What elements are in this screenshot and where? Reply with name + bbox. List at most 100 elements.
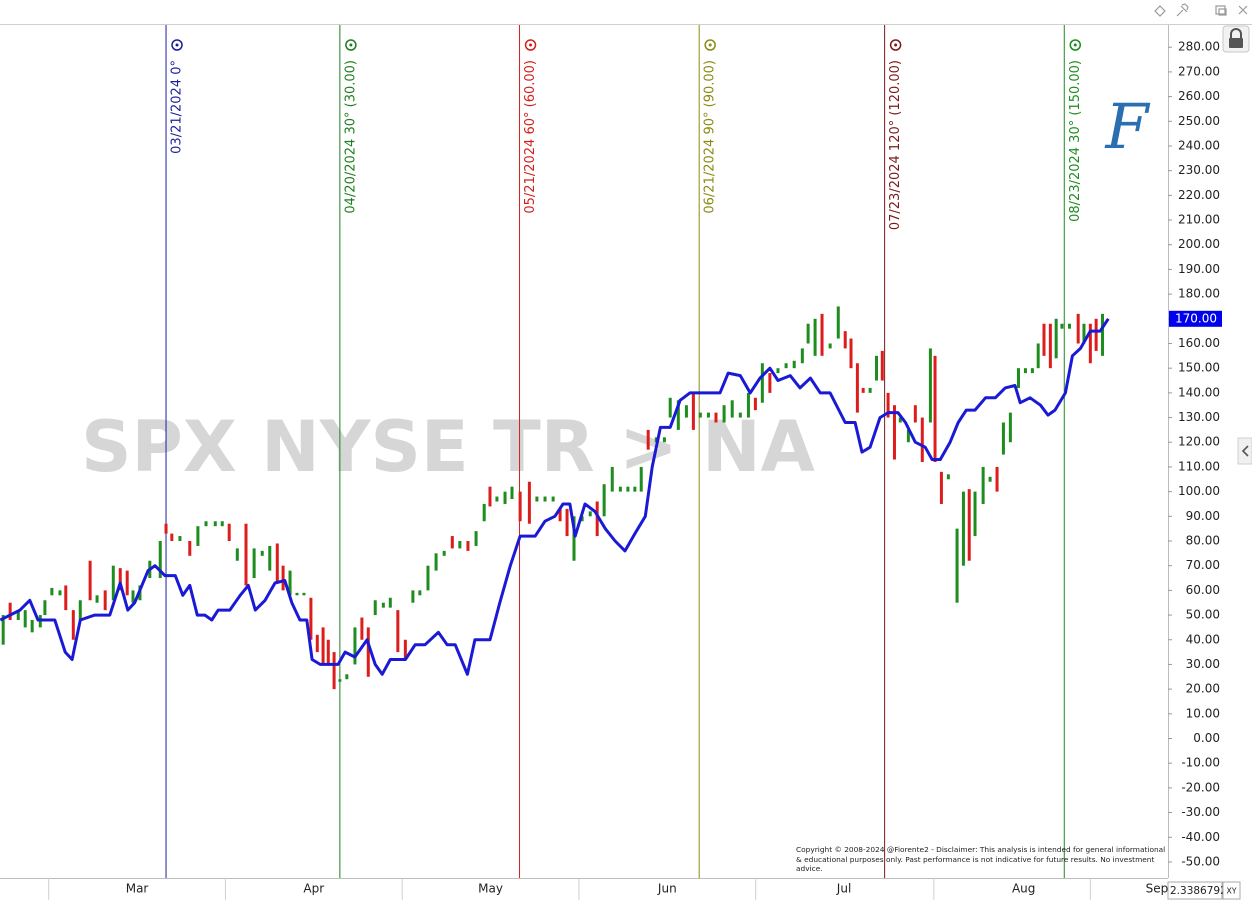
price-bar: [855, 363, 859, 413]
price-bar: [1088, 323, 1092, 364]
price-bar: [668, 397, 672, 418]
price-bar: [235, 548, 239, 561]
price-bar: [411, 590, 415, 603]
panel-toggle[interactable]: [1237, 437, 1252, 465]
plot-area: SPX NYSE TR > NA 03/21/2024 0° 04/20/2024…: [0, 25, 1110, 878]
lock-body: [1229, 38, 1243, 48]
price-bar: [633, 486, 637, 492]
price-bar: [1094, 318, 1098, 351]
price-bar: [849, 338, 853, 369]
price-bar: [892, 405, 896, 460]
price-bar: [691, 392, 695, 430]
cycle-marker: [704, 39, 716, 51]
cycle-label: 07/23/2024 120° (120.00): [888, 60, 903, 230]
y-tick-label: 200.00: [1178, 237, 1220, 251]
logo: F: [1104, 90, 1150, 163]
cycle-label: 04/20/2024 30° (30.00): [343, 60, 358, 214]
price-bar: [8, 602, 12, 621]
price-bar: [64, 585, 68, 611]
price-bar: [518, 491, 522, 522]
price-bar: [988, 476, 992, 482]
price-bar: [1016, 368, 1020, 388]
cycle-label: 06/21/2024 90° (90.00): [703, 60, 718, 214]
cycle-marker: [889, 39, 902, 51]
price-bar: [196, 526, 200, 546]
price-bar: [776, 368, 780, 374]
price-bar: [482, 503, 486, 522]
price-bar: [913, 405, 917, 423]
price-bar: [1001, 422, 1005, 455]
y-tick-label: 90.00: [1186, 509, 1220, 523]
copyright: Copyright © 2008-2024 @Fiorente2 - Discl…: [796, 845, 1166, 874]
y-tick-label: 250.00: [1178, 114, 1220, 128]
y-tick-label: 30.00: [1186, 657, 1220, 671]
price-bar: [861, 387, 865, 393]
y-tick-label: 110.00: [1178, 459, 1220, 473]
price-bar: [1048, 323, 1052, 369]
mode-box[interactable]: [1222, 881, 1241, 900]
cycle-marker-dot: [349, 43, 353, 47]
price-bar: [158, 540, 162, 579]
price-bar: [360, 617, 364, 640]
price-bar: [1042, 323, 1046, 356]
price-bar: [366, 627, 370, 677]
price-bar: [118, 568, 122, 591]
price-bar: [1060, 323, 1064, 329]
lock-button[interactable]: [1222, 25, 1250, 53]
price-bar: [722, 405, 726, 423]
price-bar: [434, 553, 438, 571]
price-bar: [381, 602, 385, 608]
price-bar: [170, 533, 174, 541]
x-tick-label: May: [478, 882, 503, 896]
price-bar: [227, 523, 231, 541]
price-bar: [1067, 323, 1071, 329]
price-bar: [551, 496, 555, 502]
price-bar: [784, 363, 788, 369]
price-bar: [595, 501, 599, 537]
toggle-box[interactable]: [1237, 437, 1252, 465]
y-tick-label: 210.00: [1178, 213, 1220, 227]
price-bar: [1054, 318, 1058, 359]
price-bar: [730, 400, 734, 418]
price-bar: [580, 516, 584, 522]
price-bar: [973, 491, 977, 537]
price-bar: [898, 417, 902, 423]
price-bar: [450, 536, 454, 549]
price-bar: [88, 560, 92, 601]
price-bar: [488, 486, 492, 507]
price-bar: [684, 405, 688, 418]
price-bar: [928, 348, 932, 423]
price-bar: [813, 318, 817, 356]
price-bar: [288, 570, 292, 596]
price-bar: [281, 565, 285, 591]
price-bar: [503, 491, 507, 504]
price-bar: [458, 540, 462, 549]
price-bar: [295, 592, 299, 596]
price-bar: [706, 412, 710, 418]
price-bar: [260, 550, 264, 556]
y-tick-label: 40.00: [1186, 632, 1220, 646]
cycle-marker: [524, 39, 537, 51]
readout-box[interactable]: [1167, 881, 1223, 900]
indicator-line: [0, 317, 1110, 676]
last-value-label: 170.00: [1175, 311, 1217, 325]
x-tick-label: Aug: [1012, 882, 1035, 896]
y-tick-label: 240.00: [1178, 138, 1220, 152]
price-bar: [639, 466, 643, 492]
x-tick-label: Sep: [1146, 882, 1169, 896]
price-bar: [961, 491, 965, 566]
y-tick-label: 0.00: [1193, 731, 1220, 745]
price-bar: [768, 373, 772, 393]
price-bar: [753, 397, 757, 411]
price-bar: [543, 496, 547, 502]
y-tick-label: 120.00: [1178, 435, 1220, 449]
price-bar: [843, 331, 847, 349]
price-bar: [933, 355, 937, 462]
price-bar: [588, 511, 592, 517]
cycle-label: 03/21/2024 0°: [170, 60, 185, 154]
y-tick-label: -30.00: [1181, 805, 1220, 819]
price-bar: [602, 484, 606, 517]
price-bar: [466, 540, 470, 551]
